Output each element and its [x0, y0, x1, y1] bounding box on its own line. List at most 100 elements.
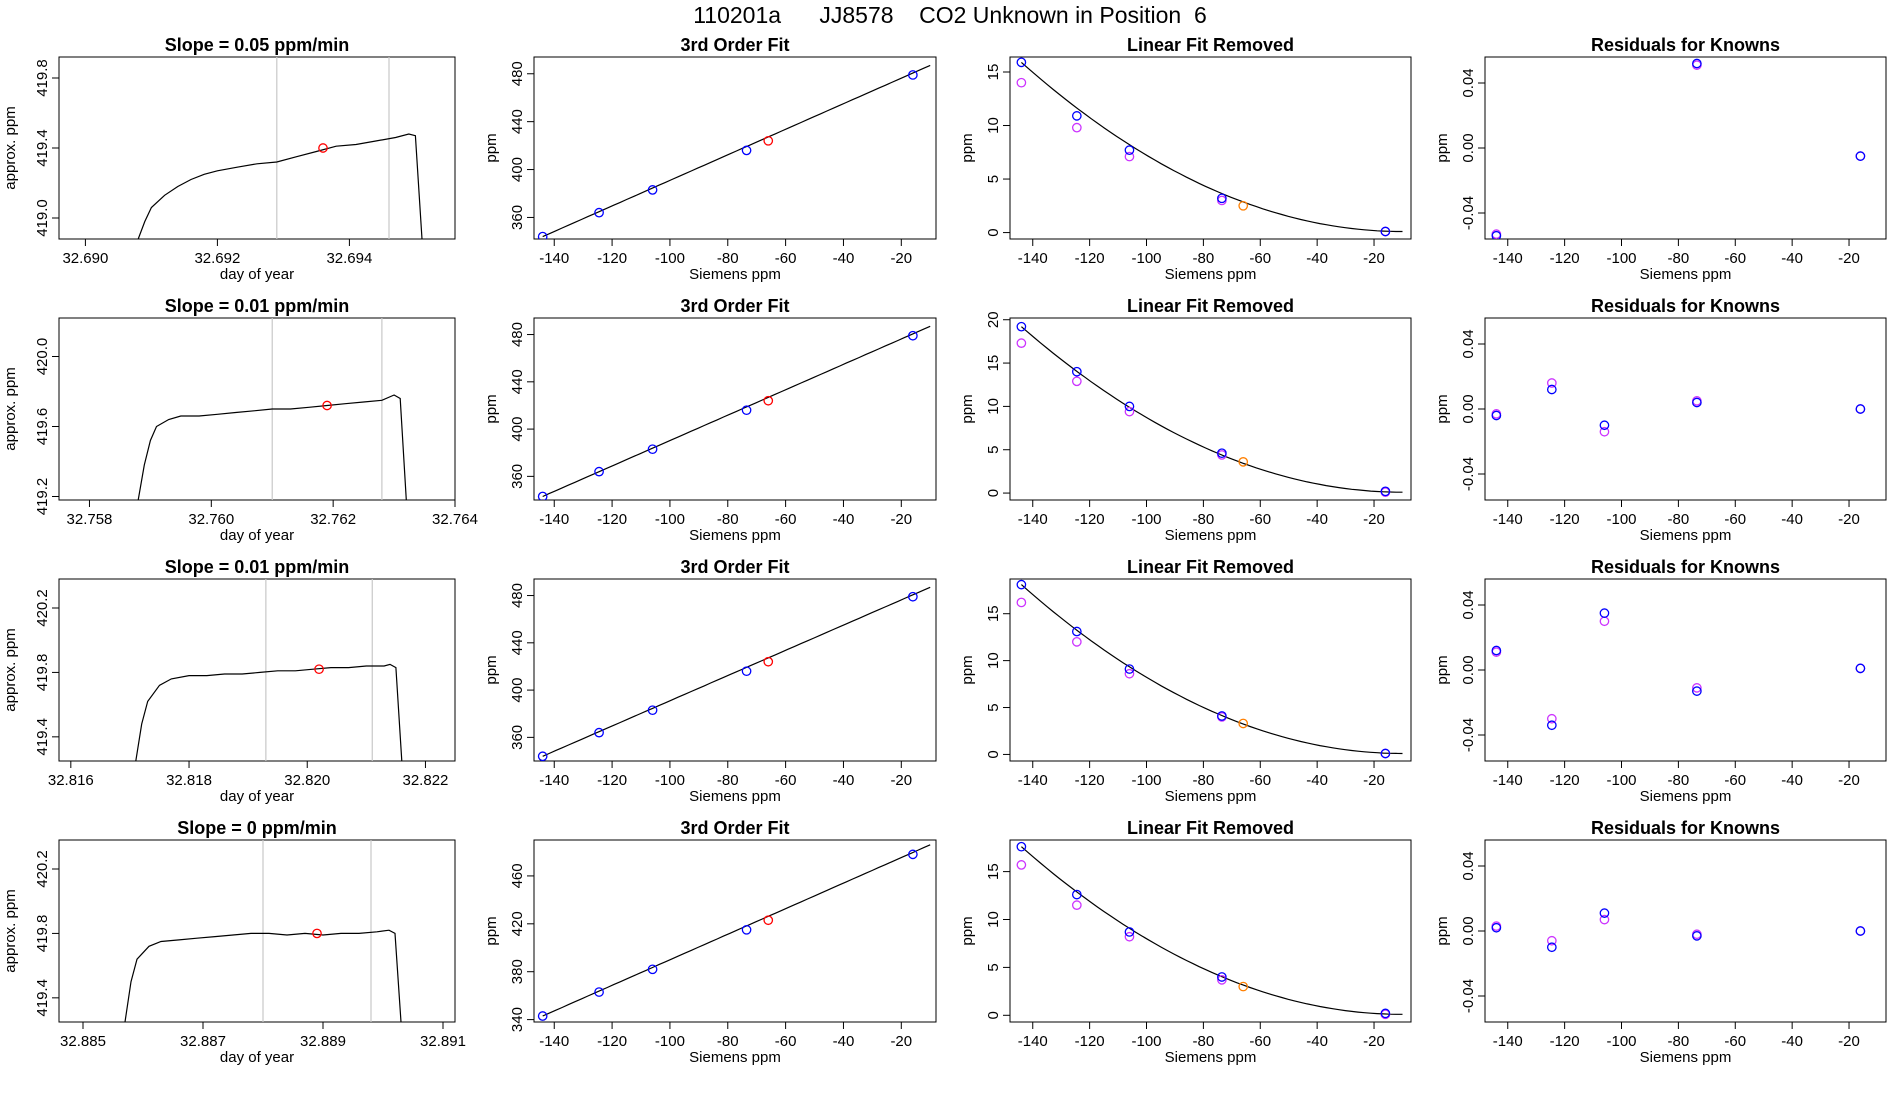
known-point [1599, 908, 1610, 918]
y-tick-label: 419.6 [34, 408, 51, 446]
known-point-alt [1546, 935, 1557, 946]
known-point [537, 231, 548, 239]
x-tick-label: -140 [1018, 511, 1048, 528]
known-point [594, 987, 604, 997]
x-axis-label: Siemens ppm [1165, 266, 1257, 283]
y-tick-label: 380 [509, 959, 526, 984]
panel-2-4: Residuals for Knowns -140 -120 -100 -80 -60 -4… [1434, 296, 1887, 544]
x-tick-label: -140 [539, 511, 569, 528]
known-point [741, 145, 752, 156]
known-point [908, 70, 918, 80]
x-axis-label: Siemens ppm [1640, 266, 1732, 283]
x-axis-label: day of year [220, 788, 294, 805]
x-tick-label: -100 [1131, 250, 1161, 267]
x-tick-label: -140 [1493, 250, 1523, 267]
known-point [741, 405, 752, 416]
x-tick-label: -60 [1249, 511, 1271, 528]
x-tick-label: -60 [775, 511, 797, 528]
unknown-point [1238, 457, 1249, 467]
highlight-point [314, 664, 324, 675]
known-point-alt [1124, 668, 1135, 679]
y-tick-label: 440 [509, 369, 526, 394]
y-tick-label: 5 [985, 963, 1002, 971]
x-tick-label: -20 [1838, 1033, 1860, 1050]
known-point [1692, 686, 1702, 696]
x-tick-label: 32.816 [48, 772, 94, 789]
x-axis-label: Siemens ppm [1165, 788, 1257, 805]
x-tick-label: -40 [1306, 250, 1328, 267]
x-tick-label: 32.818 [166, 772, 212, 789]
plot-frame [1484, 839, 1887, 1023]
x-axis-label: Siemens ppm [1640, 527, 1732, 544]
plot-area [1491, 58, 1866, 239]
y-tick-label: 10 [985, 117, 1002, 134]
x-tick-label: -20 [890, 1033, 912, 1050]
y-tick-label: 15 [985, 605, 1002, 622]
x-tick-label: -100 [655, 1033, 685, 1050]
y-tick-label: -0.04 [1460, 457, 1477, 491]
panel-1-4: Residuals for Knowns -140 -120 -100 -80 -60 -4… [1434, 35, 1887, 283]
known-point [1546, 942, 1557, 953]
known-point [1692, 931, 1702, 941]
x-tick-label: -80 [717, 1033, 739, 1050]
y-tick-label: 420.0 [34, 338, 51, 376]
x-tick-label: -60 [1724, 250, 1746, 267]
x-tick-label: -120 [1550, 250, 1580, 267]
known-point [1217, 193, 1227, 204]
known-point [1124, 145, 1135, 155]
x-tick-label: -20 [890, 250, 912, 267]
x-tick-label: -60 [775, 250, 797, 267]
known-point [1380, 486, 1391, 497]
x-tick-label: -20 [890, 511, 912, 528]
known-point [594, 727, 604, 738]
panel-title: 3rd Order Fit [680, 296, 789, 316]
y-tick-label: 15 [985, 355, 1002, 372]
x-tick-label: -140 [539, 250, 569, 267]
x-tick-label: -80 [1668, 511, 1690, 528]
known-point-alt [1599, 914, 1610, 925]
y-tick-label: 360 [509, 725, 526, 750]
x-tick-label: -80 [717, 772, 739, 789]
x-axis-label: Siemens ppm [1165, 1049, 1257, 1066]
x-tick-label: -120 [1075, 511, 1105, 528]
y-tick-label: 460 [509, 863, 526, 888]
known-point [647, 444, 658, 455]
y-tick-label: 400 [509, 678, 526, 703]
x-tick-label: -20 [1838, 250, 1860, 267]
known-point [908, 330, 918, 341]
x-axis-label: Siemens ppm [689, 266, 781, 283]
x-tick-label: -40 [1306, 511, 1328, 528]
x-tick-label: -140 [1493, 511, 1523, 528]
y-tick-label: 360 [509, 205, 526, 230]
y-axis-label: approx. ppm [2, 106, 19, 189]
known-point [908, 591, 918, 602]
x-tick-label: -40 [833, 772, 855, 789]
panel-2-1: Slope = 0.01 ppm/min 32.758 32.760 32.762 32… [2, 296, 478, 544]
plot-area [1016, 841, 1403, 1020]
y-tick-label: 5 [985, 175, 1002, 183]
y-tick-label: 0.04 [1460, 68, 1477, 97]
x-axis-label: Siemens ppm [689, 788, 781, 805]
known-point [1124, 927, 1135, 937]
x-tick-label: -140 [1018, 250, 1048, 267]
plot-area [124, 840, 402, 1022]
x-tick-label: 32.822 [403, 772, 449, 789]
known-point-alt [1599, 616, 1610, 627]
y-tick-label: 0.00 [1460, 394, 1477, 423]
plot-frame [1484, 578, 1887, 762]
x-tick-label: -100 [1131, 511, 1161, 528]
plot-area [537, 586, 931, 761]
x-tick-label: 32.694 [326, 250, 372, 267]
x-tick-label: -60 [1724, 772, 1746, 789]
panel-title: Slope = 0 ppm/min [177, 818, 337, 838]
figure-title: 110201a JJ8578 CO2 Unknown in Position 6 [693, 2, 1207, 28]
x-tick-label: -20 [1363, 1033, 1385, 1050]
x-tick-label: -140 [1493, 1033, 1523, 1050]
y-tick-label: 10 [985, 398, 1002, 415]
x-tick-label: -140 [1493, 772, 1523, 789]
y-tick-label: 5 [985, 703, 1002, 711]
x-tick-label: -60 [1724, 1033, 1746, 1050]
y-tick-label: 400 [509, 417, 526, 442]
known-point [1124, 401, 1135, 412]
y-axis-label: ppm [959, 394, 976, 423]
